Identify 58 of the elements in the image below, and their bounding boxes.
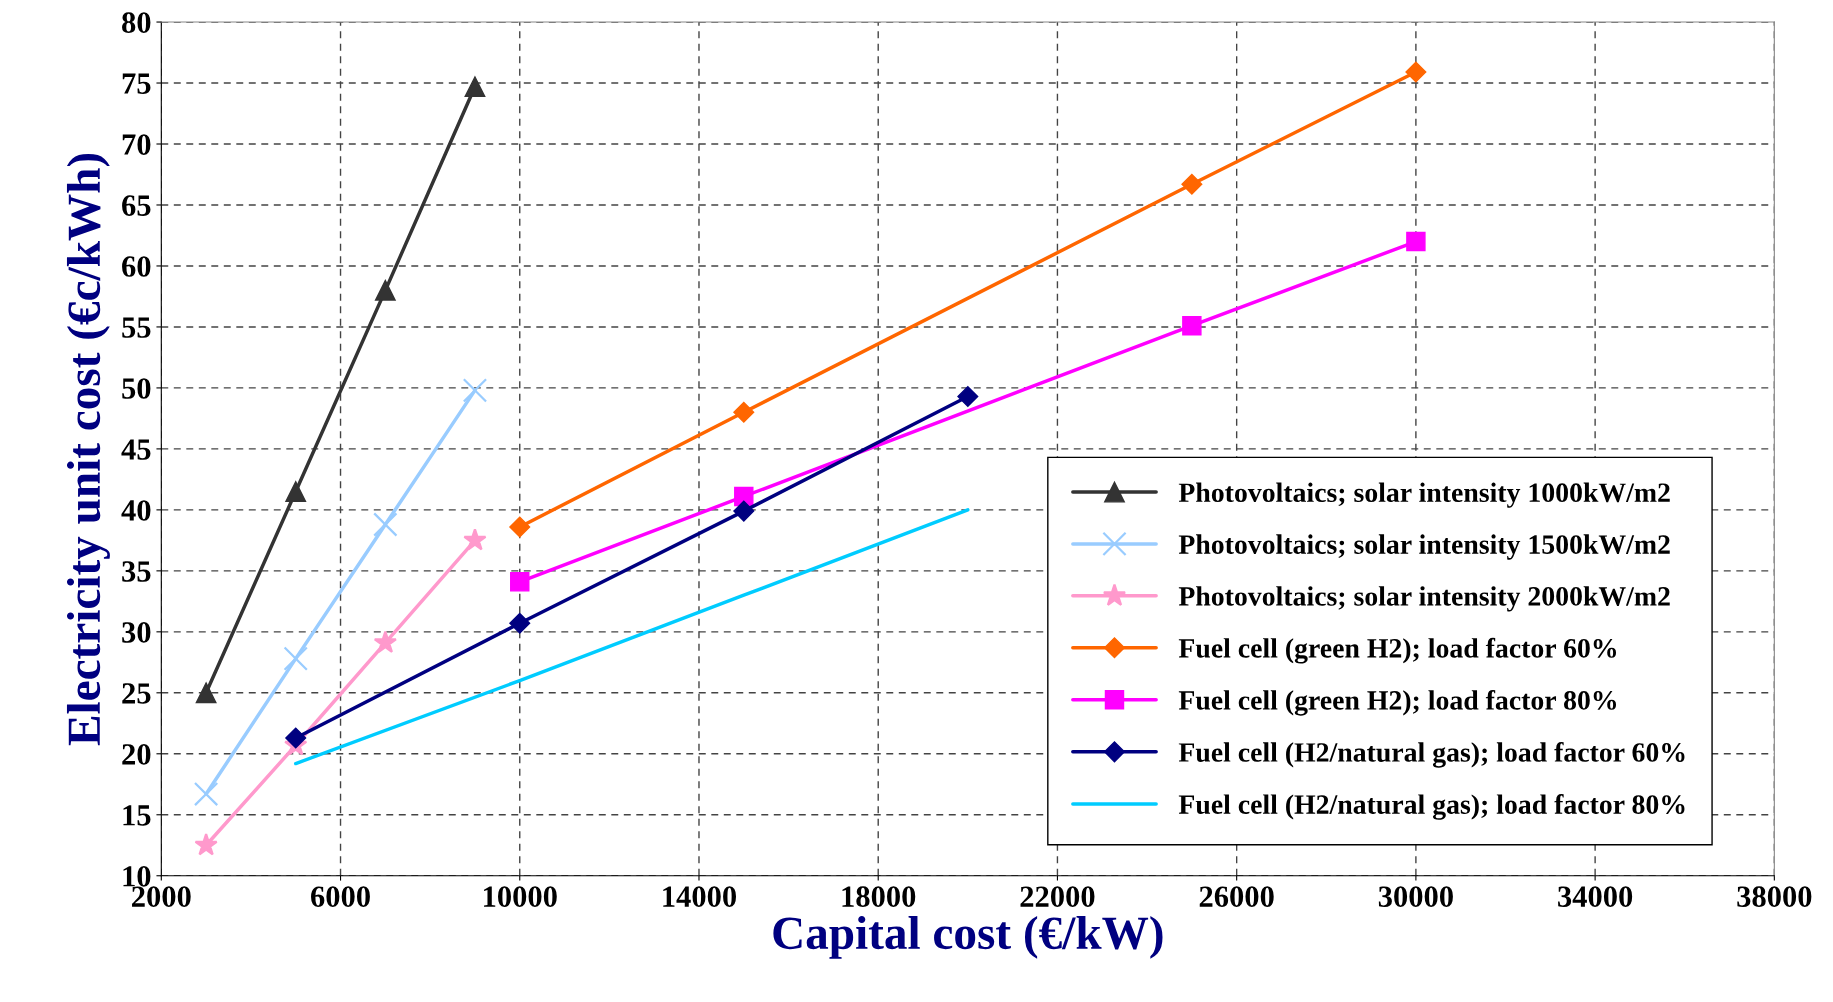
legend-label: Fuel cell (green H2); load factor 80% (1178, 689, 1617, 716)
y-tick-label: 15 (123, 805, 151, 826)
x-tick-label: 6000 (311, 886, 370, 907)
point (734, 486, 754, 507)
y-tick-label: 75 (122, 73, 151, 94)
x-tick-label: 34000 (1558, 886, 1633, 907)
y-axis-title: Electricity unit cost (€c/kWh) (66, 153, 110, 746)
y-tick-label: 70 (122, 134, 151, 155)
point (1406, 231, 1426, 252)
x-tick-label: 38000 (1737, 886, 1812, 907)
y-tick-label: 60 (122, 256, 151, 277)
legend-label: Fuel cell (H2/natural gas); load factor 60% (1178, 742, 1685, 768)
point (283, 646, 308, 671)
line-series (293, 508, 970, 766)
point (195, 682, 217, 704)
x-tick-label: 2000 (132, 886, 191, 907)
legend-label: Photovoltaics; solar intensity 2000kW/m2 (1178, 586, 1670, 612)
y-tick-label: 50 (122, 378, 151, 399)
x-tick-label: 18000 (842, 886, 916, 907)
point (733, 500, 755, 522)
point (1182, 315, 1202, 336)
x-tick-label: 22000 (1020, 886, 1095, 907)
point (510, 572, 530, 592)
y-tick-label: 10 (123, 866, 151, 887)
point (194, 833, 218, 856)
point (193, 781, 219, 807)
x-tick-label: 26000 (1199, 886, 1274, 907)
x-tick-label: 30000 (1378, 886, 1453, 907)
y-tick-label: 40 (121, 500, 151, 521)
point (957, 385, 979, 407)
y-tick-label: 25 (122, 683, 151, 704)
point (464, 76, 486, 98)
legend-label: Photovoltaics; solar intensity 1500kW/m2 (1178, 534, 1670, 560)
point (509, 612, 531, 634)
point (1405, 61, 1427, 83)
legend-label: Photovoltaics; solar intensity 1000kW/m2 (1178, 482, 1670, 508)
y-tick-label: 35 (122, 561, 151, 582)
point (285, 727, 307, 749)
x-tick-label: 10000 (484, 886, 557, 907)
x-axis-title: Capital cost (€/kW) (773, 915, 1163, 959)
point (1181, 173, 1203, 195)
x-tick-label: 14000 (663, 886, 737, 907)
y-tick-label: 45 (121, 439, 151, 460)
y-tick-label: 80 (122, 12, 151, 33)
y-tick-label: 20 (122, 744, 151, 765)
point (285, 481, 307, 502)
point (373, 630, 398, 653)
point (733, 401, 755, 423)
point (374, 279, 396, 301)
y-tick-label: 65 (122, 195, 151, 216)
point (509, 516, 531, 538)
y-tick-label: 55 (122, 317, 151, 338)
legend-label: Fuel cell (green H2); load factor 60% (1178, 637, 1617, 664)
point (373, 512, 398, 537)
point (462, 378, 488, 403)
point (463, 528, 487, 551)
y-tick-label: 30 (122, 622, 151, 643)
legend-label: Fuel cell (H2/natural gas); load factor 80% (1178, 794, 1685, 820)
